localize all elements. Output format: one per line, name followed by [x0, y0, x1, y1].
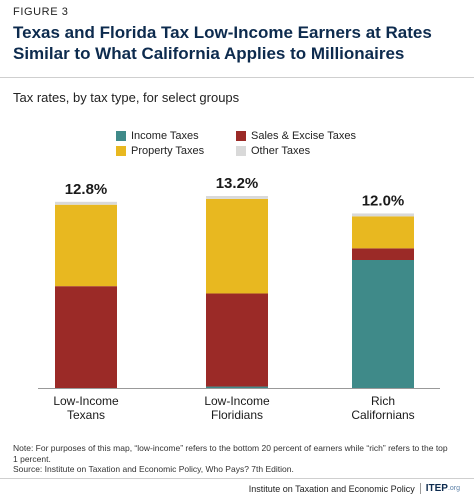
bar-segment-income-taxes-3	[352, 260, 414, 388]
chart-subtitle: Tax rates, by tax type, for select group…	[13, 90, 240, 105]
legend-item-property: Property Taxes	[116, 145, 236, 157]
legend-label-property: Property Taxes	[131, 145, 205, 157]
x-tick-label-1-line-2: Texans	[67, 408, 105, 422]
footer-separator	[419, 483, 421, 494]
x-tick-label-3-line-2: Californians	[351, 408, 414, 422]
x-tick-label-3-line-1: Rich	[371, 394, 395, 408]
bar-total-label-2: 13.2%	[216, 175, 259, 192]
bar-segment-property-taxes-1	[55, 204, 117, 287]
footer-org: Institute on Taxation and Economic Polic…	[248, 483, 415, 494]
chart-title: Texas and Florida Tax Low-Income Earners…	[13, 23, 432, 63]
footer: Institute on Taxation and Economic Polic…	[249, 483, 460, 494]
x-tick-label-1-line-1: Low-Income	[53, 394, 119, 408]
itep-logo-suffix: .org	[447, 485, 460, 492]
bar-segment-income-taxes-2	[206, 386, 268, 388]
bar-segment-other-taxes-3	[352, 213, 414, 217]
bar-segment-sales-excise-taxes-3	[352, 248, 414, 260]
legend-swatch-income	[116, 131, 126, 141]
bar-total-label-1: 12.8%	[65, 181, 108, 198]
legend-item-other: Other Taxes	[236, 145, 386, 157]
bar-segment-other-taxes-2	[206, 196, 268, 199]
legend: Income Taxes Sales & Excise Taxes Proper…	[116, 130, 386, 157]
x-tick-label-2-line-2: Floridians	[211, 408, 263, 422]
legend-swatch-other	[236, 146, 246, 156]
bar-segment-property-taxes-2	[206, 198, 268, 294]
bar-segment-other-taxes-1	[55, 201, 117, 205]
footer-divider	[0, 478, 474, 479]
x-tick-label-2-line-1: Low-Income	[204, 394, 270, 408]
legend-swatch-sales	[236, 131, 246, 141]
legend-label-other: Other Taxes	[251, 145, 311, 157]
footnote: Note: For purposes of this map, “low-inc…	[13, 443, 453, 475]
source-text: Source: Institute on Taxation and Econom…	[13, 464, 294, 474]
legend-swatch-property	[116, 146, 126, 156]
bar-total-label-3: 12.0%	[362, 192, 405, 209]
bar-segment-sales-excise-taxes-1	[55, 286, 117, 388]
figure-label: FIGURE 3	[13, 6, 69, 18]
legend-item-sales: Sales & Excise Taxes	[236, 130, 386, 142]
legend-label-income: Income Taxes	[131, 130, 199, 142]
legend-item-income: Income Taxes	[116, 130, 236, 142]
itep-logo: ITEP	[425, 483, 448, 494]
note-text: Note: For purposes of this map, “low-inc…	[13, 443, 448, 464]
bar-segment-sales-excise-taxes-2	[206, 293, 268, 387]
title-divider	[0, 77, 474, 78]
legend-label-sales: Sales & Excise Taxes	[251, 130, 356, 142]
stacked-bar-chart: 12.8%Low-IncomeTexans13.2%Low-IncomeFlor…	[38, 175, 440, 422]
bar-segment-property-taxes-3	[352, 216, 414, 249]
